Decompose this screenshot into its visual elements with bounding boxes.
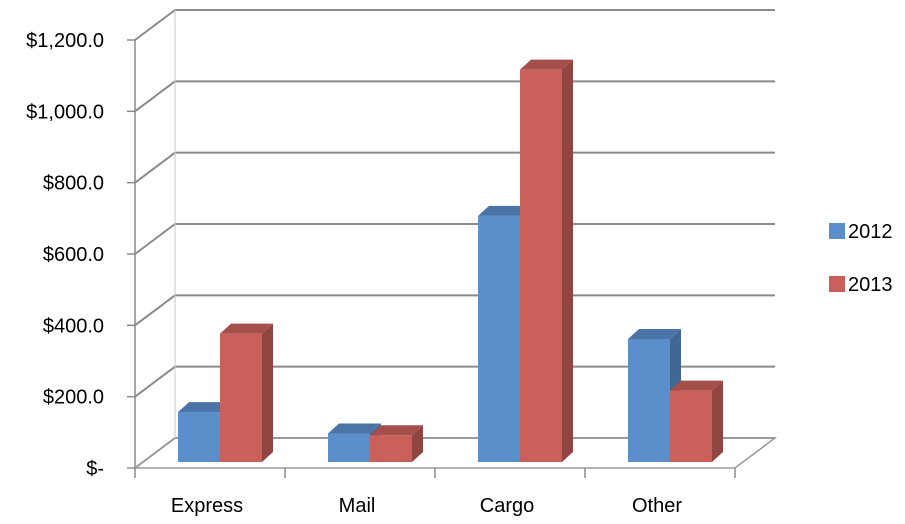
gridline-side: [134, 294, 176, 327]
bar-front: [478, 215, 520, 462]
bar-front: [178, 412, 220, 462]
gridline-side: [134, 223, 176, 255]
x-tick-label: Mail: [339, 495, 376, 517]
bar-2013-cargo: [520, 59, 573, 463]
bars: [178, 59, 723, 463]
x-tick-label: Express: [171, 495, 243, 517]
bar-top: [328, 423, 381, 434]
legend-swatch: [829, 223, 845, 239]
gridline-side: [134, 9, 176, 41]
bar-side: [712, 380, 723, 462]
bar-front: [670, 390, 712, 462]
gridline-side: [134, 151, 176, 184]
bar-front: [370, 435, 412, 462]
y-tick-label: $200.0: [43, 387, 104, 409]
y-axis-tick-labels: $- $200.0 $400.0 $600.0 $800.0 $1,000.0 $1,200…: [26, 30, 104, 480]
y-tick-label: $-: [86, 458, 104, 480]
bar-top: [628, 328, 681, 339]
bar-top: [478, 205, 531, 216]
bar-2013-other: [670, 380, 723, 462]
gridline-side: [134, 80, 176, 113]
y-tick-label: $1,000.0: [26, 101, 104, 123]
bar-top: [370, 425, 423, 436]
bar-2013-express: [220, 323, 273, 462]
gridline-side: [134, 365, 176, 398]
bar-top: [670, 380, 723, 391]
bar-side: [562, 59, 573, 463]
legend-item-2012: 2012: [829, 221, 893, 243]
legend-item-2013: 2013: [829, 274, 893, 296]
bar-2013-mail: [370, 425, 423, 462]
bar-top: [520, 59, 573, 70]
gridline-side: [134, 437, 176, 469]
bar-top: [178, 402, 231, 413]
y-tick-label: $1,200.0: [26, 30, 104, 52]
y-tick-label: $400.0: [43, 315, 104, 337]
legend-swatch: [829, 276, 845, 292]
bar-top: [220, 323, 273, 334]
bar-front: [220, 333, 262, 462]
bar-front: [328, 433, 370, 462]
axes: [127, 10, 736, 478]
y-tick-label: $600.0: [43, 244, 104, 266]
bar-front: [628, 338, 670, 462]
x-axis-tick-labels: Express Mail Cargo Other: [171, 495, 682, 517]
x-tick-label: Other: [632, 495, 682, 517]
legend-label: 2013: [848, 274, 893, 296]
legend-label: 2012: [848, 221, 893, 243]
bar-front: [520, 69, 562, 463]
bar-side: [262, 323, 273, 462]
x-tick-label: Cargo: [480, 495, 534, 517]
y-tick-label: $800.0: [43, 173, 104, 195]
legend: 2012 2013: [829, 221, 893, 296]
bar-side: [412, 425, 423, 462]
